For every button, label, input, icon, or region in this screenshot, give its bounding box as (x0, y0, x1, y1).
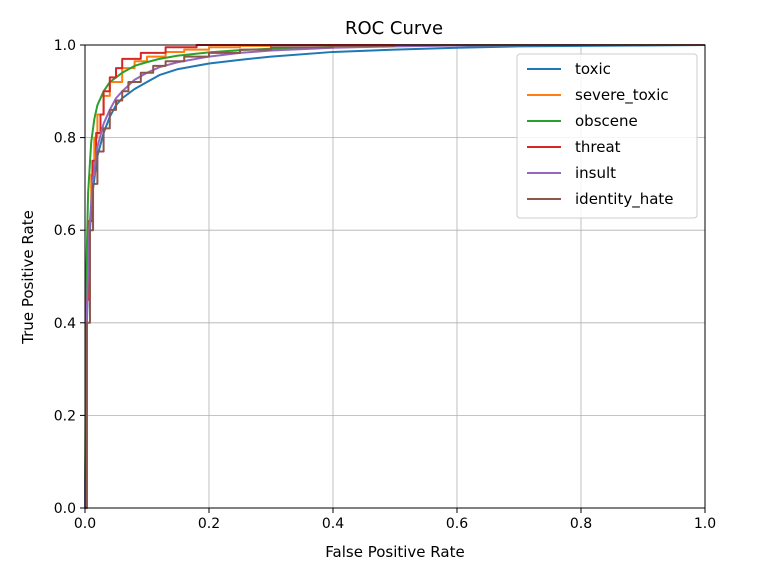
y-tick-label: 0.8 (54, 131, 76, 147)
legend-label: obscene (575, 112, 638, 130)
legend-label: insult (575, 164, 616, 182)
y-tick-label: 0.0 (54, 501, 76, 517)
legend-label: severe_toxic (575, 86, 669, 105)
y-axis-label: True Positive Rate (19, 210, 37, 345)
x-tick-label: 0.0 (74, 516, 96, 532)
series-line-identity-hate (85, 44, 705, 509)
legend-box (516, 53, 698, 219)
chart-title: ROC Curve (345, 18, 443, 39)
y-tick-label: 1.0 (54, 38, 76, 54)
x-tick-label: 0.8 (570, 516, 592, 532)
x-tick-label: 0.6 (446, 516, 468, 532)
x-tick-label: 1.0 (694, 516, 716, 532)
y-tick-label: 0.4 (54, 316, 76, 332)
legend-label: toxic (575, 60, 611, 78)
series-lines (84, 44, 706, 509)
y-tick-label: 0.2 (54, 408, 76, 424)
legend-label: identity_hate (575, 190, 674, 209)
legend-label: threat (575, 138, 621, 156)
x-tick-label: 0.4 (322, 516, 344, 532)
y-tick-label: 0.6 (54, 223, 76, 239)
plot-frame (84, 44, 706, 509)
y-axis: 0.0 0.2 0.4 0.6 0.8 1.0 (54, 38, 85, 517)
x-axis-label: False Positive Rate (325, 543, 464, 561)
x-axis: 0.0 0.2 0.4 0.6 0.8 1.0 (74, 508, 716, 532)
x-tick-label: 0.2 (198, 516, 220, 532)
